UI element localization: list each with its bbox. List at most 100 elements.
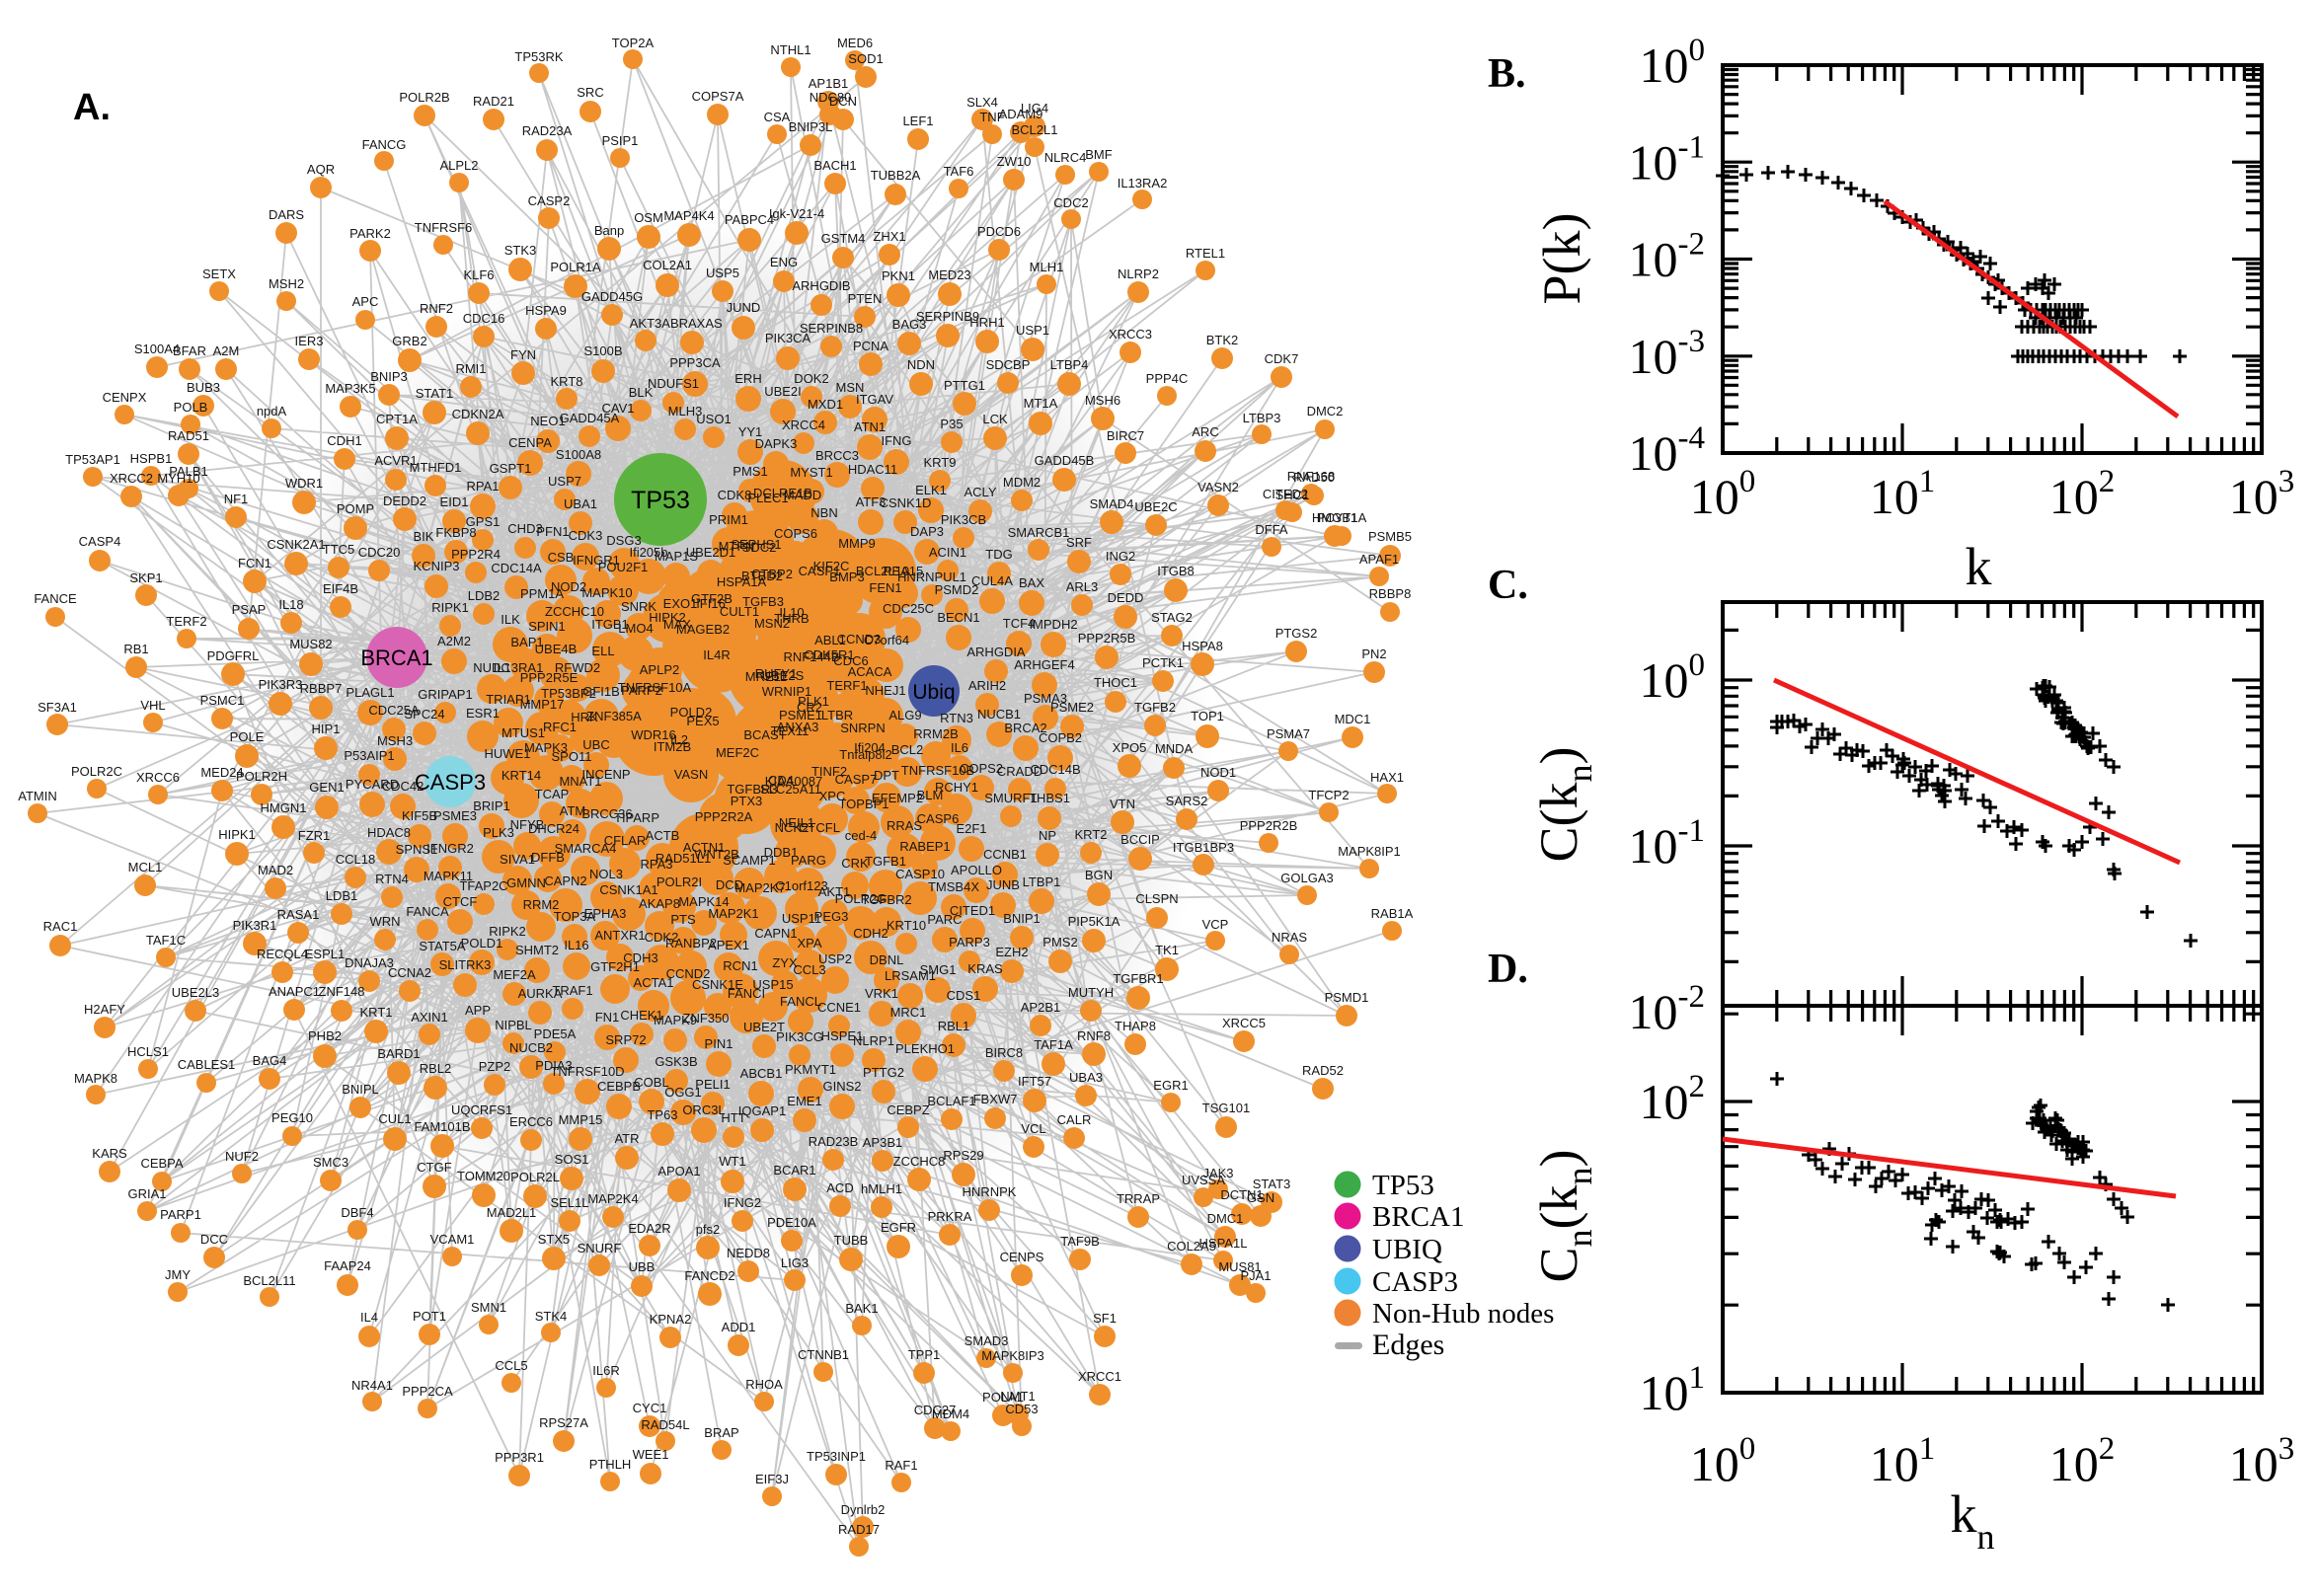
- svg-text:RBL1: RBL1: [938, 1019, 970, 1033]
- svg-text:ADD1: ADD1: [722, 1320, 756, 1334]
- svg-text:TUBB2A: TUBB2A: [871, 168, 921, 183]
- svg-text:VCAM1: VCAM1: [430, 1232, 475, 1247]
- svg-text:NUCB1: NUCB1: [977, 707, 1021, 722]
- svg-text:CTCF: CTCF: [443, 894, 478, 909]
- svg-text:GSK3B: GSK3B: [655, 1054, 697, 1069]
- svg-text:BNIP3L: BNIP3L: [789, 119, 833, 134]
- svg-text:PTGS2: PTGS2: [1275, 626, 1318, 641]
- svg-text:RNF168: RNF168: [1287, 469, 1335, 484]
- svg-text:SRF: SRF: [1066, 535, 1092, 550]
- svg-text:USP11: USP11: [782, 911, 821, 926]
- svg-text:ABRAXAS: ABRAXAS: [661, 316, 723, 331]
- svg-text:npdA: npdA: [257, 404, 287, 418]
- svg-text:RNF8: RNF8: [1077, 1028, 1111, 1043]
- svg-text:USP1: USP1: [1016, 323, 1049, 338]
- svg-text:ENG: ENG: [770, 255, 798, 269]
- svg-text:RAD51: RAD51: [168, 428, 209, 443]
- svg-text:TCF4: TCF4: [1003, 616, 1036, 631]
- svg-text:NEIL1: NEIL1: [779, 815, 814, 830]
- svg-text:P(k): P(k): [1532, 213, 1591, 305]
- svg-text:CTNNB1: CTNNB1: [798, 1347, 849, 1362]
- svg-text:XPA: XPA: [797, 936, 821, 950]
- svg-text:CCNB1: CCNB1: [983, 847, 1027, 862]
- svg-text:PEG3: PEG3: [814, 909, 849, 924]
- svg-text:CSNK2A1: CSNK2A1: [267, 537, 325, 552]
- svg-text:DARS: DARS: [269, 207, 304, 222]
- svg-text:MSH6: MSH6: [1085, 393, 1120, 408]
- svg-text:USP15: USP15: [752, 977, 793, 992]
- svg-text:USP5: USP5: [706, 266, 739, 280]
- svg-text:CASP7: CASP7: [835, 772, 878, 787]
- svg-text:DMC2: DMC2: [1307, 404, 1344, 418]
- svg-text:KRAS: KRAS: [967, 961, 1003, 976]
- svg-text:UBE2S: UBE2S: [762, 668, 805, 683]
- svg-text:IL6R: IL6R: [592, 1363, 619, 1378]
- svg-text:RCN1: RCN1: [723, 958, 757, 973]
- svg-text:NDUFS1: NDUFS1: [648, 376, 699, 391]
- svg-text:TP53: TP53: [631, 487, 690, 514]
- svg-text:BCAR1: BCAR1: [773, 1163, 815, 1178]
- svg-text:SRC: SRC: [577, 85, 603, 100]
- svg-text:RTN3: RTN3: [940, 711, 973, 725]
- svg-text:FANCI: FANCI: [728, 986, 765, 1001]
- svg-text:JUNB: JUNB: [986, 877, 1020, 892]
- svg-text:Tnfaip8l2: Tnfaip8l2: [839, 747, 891, 762]
- svg-text:AURKA: AURKA: [518, 986, 563, 1001]
- svg-text:MTUS1: MTUS1: [502, 725, 545, 740]
- svg-text:RASA1: RASA1: [277, 907, 320, 922]
- svg-text:TP53: TP53: [1372, 1170, 1434, 1201]
- svg-text:PLK3: PLK3: [483, 825, 514, 840]
- svg-text:NBN: NBN: [811, 505, 837, 520]
- svg-text:MMP17: MMP17: [520, 697, 565, 712]
- svg-text:WDR1: WDR1: [285, 476, 323, 491]
- svg-text:CASP2: CASP2: [528, 193, 571, 208]
- svg-text:RAD21: RAD21: [473, 94, 514, 109]
- svg-text:IFNGR1: IFNGR1: [573, 553, 620, 568]
- svg-text:CSA: CSA: [764, 110, 791, 124]
- svg-text:MLH1: MLH1: [1030, 260, 1064, 274]
- svg-text:ACIN1: ACIN1: [929, 545, 966, 560]
- svg-text:XRCC1: XRCC1: [1078, 1369, 1121, 1384]
- svg-text:NTHL1: NTHL1: [770, 42, 811, 57]
- svg-text:MDM2: MDM2: [1003, 475, 1041, 490]
- svg-text:KRT2: KRT2: [1075, 827, 1108, 842]
- svg-text:ZYX: ZYX: [772, 955, 798, 970]
- svg-text:BAK1: BAK1: [845, 1301, 878, 1316]
- svg-text:RAD23A: RAD23A: [522, 123, 573, 138]
- svg-text:CLSPN: CLSPN: [1135, 891, 1178, 906]
- svg-text:CCL18: CCL18: [336, 852, 375, 867]
- svg-text:HMGB1: HMGB1: [1312, 510, 1357, 525]
- svg-text:PRIM1: PRIM1: [709, 512, 748, 527]
- svg-text:TNFRSF10A: TNFRSF10A: [618, 680, 692, 695]
- svg-text:RANBP2: RANBP2: [665, 936, 717, 950]
- svg-text:UBA3: UBA3: [1069, 1070, 1103, 1085]
- svg-text:COBL: COBL: [634, 1075, 668, 1090]
- svg-text:UBIQ: UBIQ: [1372, 1234, 1442, 1265]
- svg-text:Non-Hub nodes: Non-Hub nodes: [1372, 1298, 1554, 1330]
- svg-text:VTN: VTN: [1110, 797, 1135, 811]
- svg-text:BRAP: BRAP: [704, 1425, 738, 1440]
- svg-text:DBF4: DBF4: [341, 1205, 373, 1220]
- svg-text:IFNGR2: IFNGR2: [426, 841, 474, 856]
- svg-text:RRM2B: RRM2B: [913, 726, 959, 741]
- svg-text:PPP2CA: PPP2CA: [402, 1384, 453, 1399]
- svg-text:CENPS: CENPS: [1000, 1250, 1044, 1264]
- svg-text:EPHA3: EPHA3: [584, 906, 627, 921]
- svg-text:ATMIN: ATMIN: [18, 789, 56, 803]
- svg-text:UBA1: UBA1: [564, 496, 597, 511]
- svg-text:POLR2H: POLR2H: [236, 769, 287, 784]
- svg-text:PKN1: PKN1: [882, 268, 915, 283]
- svg-text:HDAC8: HDAC8: [367, 825, 411, 840]
- svg-text:RAB1A: RAB1A: [1371, 906, 1414, 921]
- svg-text:TOP2A: TOP2A: [612, 36, 655, 50]
- svg-text:XRCC3: XRCC3: [1109, 327, 1152, 342]
- svg-text:Igk-V21-4: Igk-V21-4: [769, 206, 824, 221]
- svg-text:BRCC36: BRCC36: [581, 806, 632, 821]
- svg-text:TFCP2: TFCP2: [1308, 788, 1349, 802]
- svg-text:P35: P35: [940, 417, 963, 431]
- svg-text:BRCC3: BRCC3: [815, 448, 859, 463]
- svg-text:CRADD: CRADD: [997, 764, 1042, 779]
- svg-text:SERPINB9: SERPINB9: [916, 309, 979, 324]
- svg-text:RRAS: RRAS: [887, 818, 922, 833]
- svg-text:MUTYH: MUTYH: [1068, 985, 1114, 1000]
